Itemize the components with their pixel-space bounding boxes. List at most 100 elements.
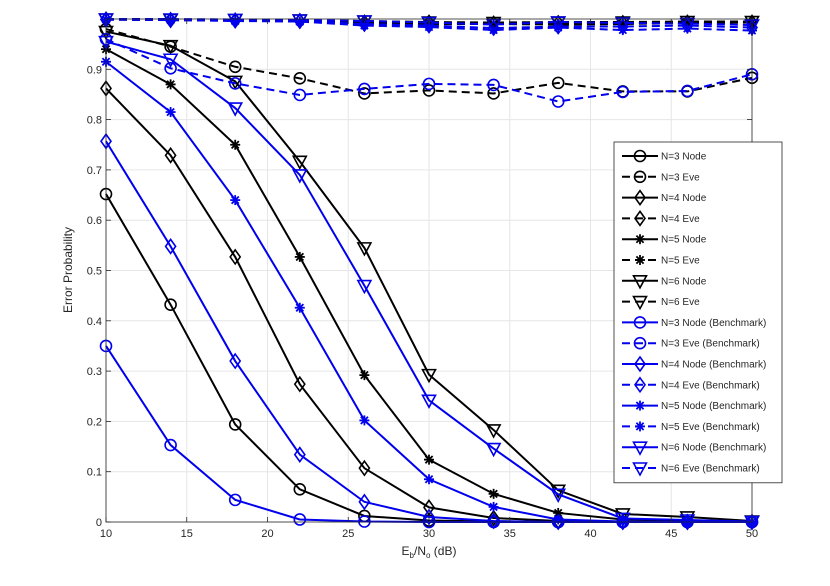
legend-label: N=6 Node xyxy=(661,276,707,287)
data-point xyxy=(293,483,307,496)
legend-label: N=5 Eve xyxy=(661,256,700,267)
data-point xyxy=(230,139,241,150)
data-point xyxy=(293,513,307,526)
legend-marker xyxy=(635,400,645,411)
legend-marker xyxy=(633,336,647,350)
legend-label: N=5 Node xyxy=(661,235,707,246)
data-point xyxy=(227,102,244,117)
data-point xyxy=(358,459,371,477)
data-point xyxy=(679,514,696,529)
y-tick-label: 0.1 xyxy=(87,467,102,479)
x-axis-label-slash: /N xyxy=(414,544,426,558)
data-point xyxy=(681,84,694,98)
data-point xyxy=(614,512,631,528)
data-point xyxy=(422,84,436,97)
legend-marker xyxy=(633,170,647,184)
data-point xyxy=(744,15,760,31)
legend-label: N=3 Node xyxy=(661,152,707,163)
data-point xyxy=(358,82,371,96)
legend-label: N=3 Eve xyxy=(661,172,700,183)
data-point xyxy=(165,79,176,90)
legend-item: N=4 Node (Benchmark) xyxy=(622,355,766,373)
data-point xyxy=(550,16,567,31)
data-point xyxy=(98,13,114,28)
data-point xyxy=(487,512,500,530)
legend-item: N=4 Eve (Benchmark) xyxy=(622,376,760,394)
data-point xyxy=(164,61,177,75)
x-tick-label: 20 xyxy=(261,528,273,540)
y-tick-label: 0.3 xyxy=(87,366,102,378)
y-tick-label: 0.5 xyxy=(87,266,102,278)
legend-marker-stroke xyxy=(635,401,645,410)
legend-marker xyxy=(632,462,648,477)
legend-marker xyxy=(632,295,648,311)
legend-item: N=6 Node xyxy=(622,274,707,290)
y-tick-label: 0.2 xyxy=(87,416,102,428)
legend-marker xyxy=(634,189,646,206)
legend-marker xyxy=(633,149,647,163)
data-point xyxy=(614,17,631,32)
y-tick-label: 0.7 xyxy=(87,165,102,177)
legend-marker xyxy=(635,421,645,432)
data-point xyxy=(293,72,307,85)
data-point xyxy=(291,155,308,171)
x-tick-label: 45 xyxy=(665,528,677,540)
data-point-stroke xyxy=(295,303,305,312)
data-point xyxy=(424,454,434,465)
legend-item: N=5 Node (Benchmark) xyxy=(622,400,766,412)
legend-marker xyxy=(635,255,645,265)
legend-item: N=6 Node (Benchmark) xyxy=(622,441,766,456)
series-line xyxy=(105,30,753,522)
data-point xyxy=(422,77,436,91)
legend-label: N=4 Node (Benchmark) xyxy=(661,360,766,371)
legend-label: N=5 Node (Benchmark) xyxy=(661,401,766,412)
data-point-stroke xyxy=(230,195,240,205)
data-point xyxy=(293,375,306,393)
data-point xyxy=(228,60,242,74)
data-point xyxy=(356,242,373,257)
data-point xyxy=(291,169,308,184)
legend: N=3 Node N=3 Eve N=4 Node N=4 Eve N=5 Node N=… xyxy=(613,141,783,484)
data-point-stroke xyxy=(295,252,305,262)
data-point xyxy=(164,438,177,452)
legend-item: N=5 Node xyxy=(622,234,707,246)
data-point xyxy=(165,107,176,118)
legend-item: N=4 Node xyxy=(622,189,707,206)
data-point xyxy=(553,514,564,525)
data-point xyxy=(421,368,437,384)
legend-marker xyxy=(634,210,646,227)
legend-marker xyxy=(632,274,648,290)
y-axis-label: Error Probability xyxy=(61,227,75,313)
legend-label: N=5 Eve (Benchmark) xyxy=(661,422,760,433)
data-point xyxy=(423,499,435,516)
legend-item: N=4 Eve xyxy=(622,210,700,227)
x-tick-label: 40 xyxy=(584,528,596,540)
data-point xyxy=(294,302,305,313)
data-point xyxy=(487,78,500,92)
data-point-stroke xyxy=(553,508,563,518)
data-point xyxy=(359,370,370,381)
legend-marker xyxy=(635,234,645,245)
data-point xyxy=(488,501,499,512)
legend-label: N=6 Node (Benchmark) xyxy=(661,443,766,454)
data-point xyxy=(164,237,177,255)
data-point xyxy=(421,16,437,32)
data-point xyxy=(485,424,502,439)
x-tick-label: 35 xyxy=(504,528,516,540)
data-point xyxy=(359,415,370,426)
series-line xyxy=(105,18,753,32)
series-13 xyxy=(101,56,757,527)
data-point xyxy=(488,488,499,499)
y-tick-label: 0.9 xyxy=(87,64,102,76)
legend-marker xyxy=(634,376,646,394)
data-point xyxy=(485,18,502,34)
data-point-stroke xyxy=(424,455,434,464)
data-point xyxy=(356,279,373,295)
legend-marker xyxy=(632,441,648,456)
legend-marker xyxy=(634,355,646,373)
axes: 10 15 20 25 30 35 40 45 50 0 0.1 0.2 0.3 0.4 0.5 0.6 0.7… xyxy=(87,19,758,540)
series-line xyxy=(105,38,753,103)
data-point xyxy=(164,298,177,312)
data-point xyxy=(291,14,308,29)
data-point xyxy=(551,76,565,90)
